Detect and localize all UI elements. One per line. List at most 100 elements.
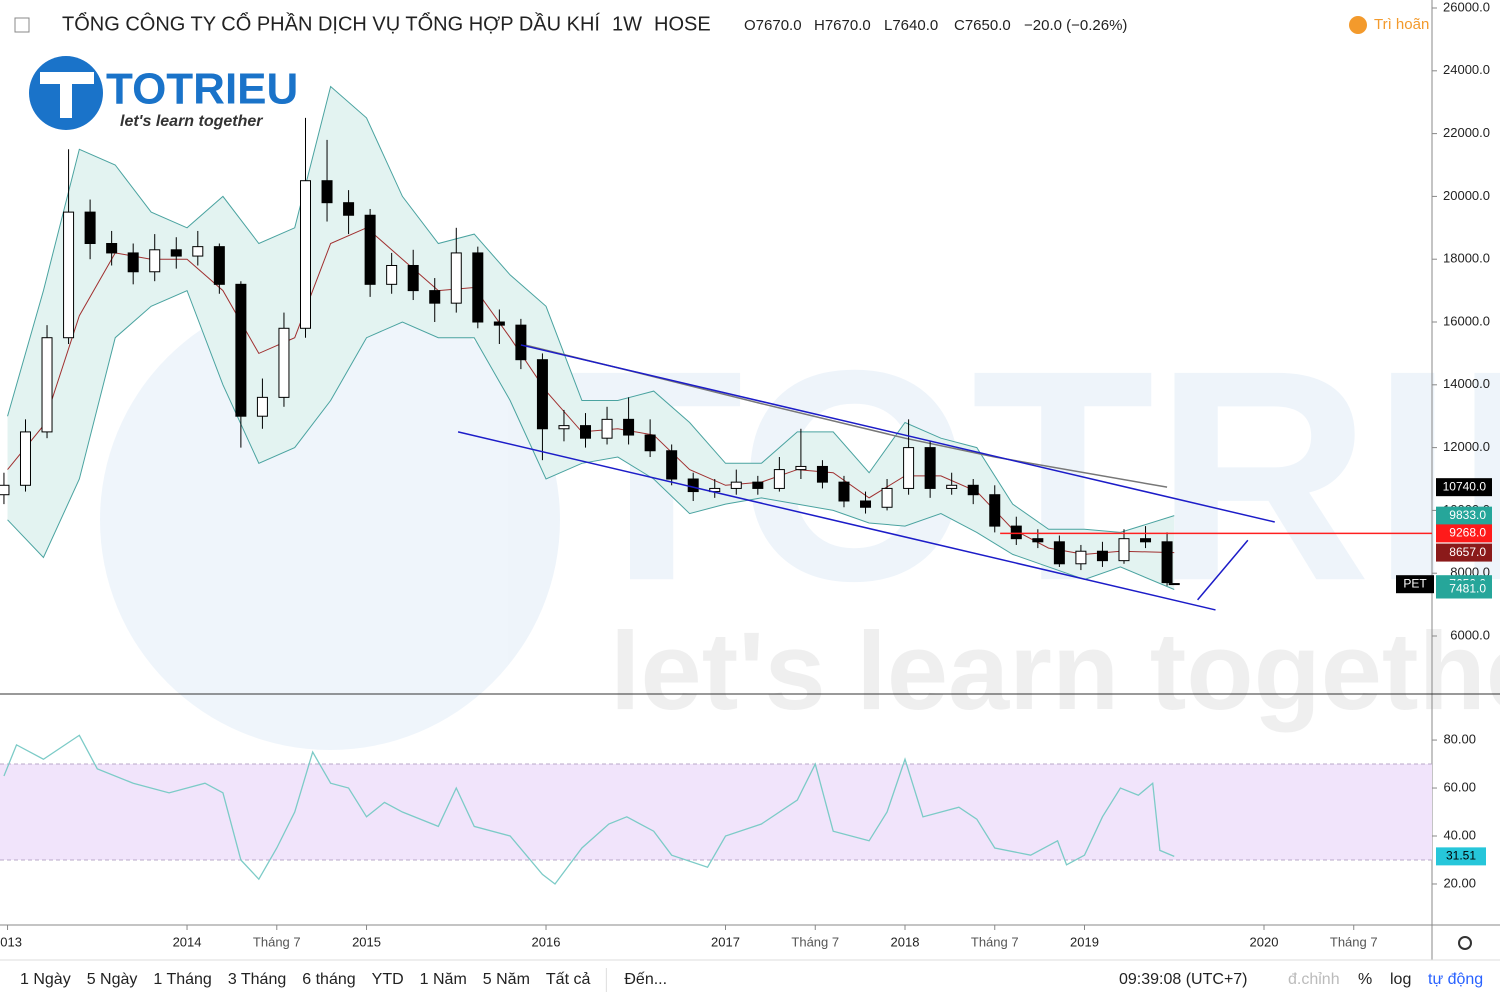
candle-body xyxy=(63,211,75,339)
settings-icon[interactable] xyxy=(1458,936,1472,950)
scale-option[interactable]: % xyxy=(1358,971,1372,988)
status[interactable]: Trì hoãn xyxy=(1374,16,1429,33)
candle-body xyxy=(213,246,225,285)
expand-icon[interactable] xyxy=(14,17,30,33)
goto-button[interactable]: Đến... xyxy=(624,971,667,988)
price-label: 8657.0 xyxy=(1449,545,1486,559)
candle-body xyxy=(1140,538,1152,543)
candle-body xyxy=(386,264,398,285)
status-icon xyxy=(1349,16,1367,34)
scale-option[interactable]: log xyxy=(1390,971,1411,988)
range-button[interactable]: 3 Tháng xyxy=(228,971,286,988)
y-tick-label: 24000.0 xyxy=(1443,62,1490,77)
candle-body xyxy=(472,252,484,323)
rsi-tick-label: 60.00 xyxy=(1443,779,1476,794)
x-tick-label: 2020 xyxy=(1250,934,1279,949)
x-tick-label: Tháng 7 xyxy=(791,934,839,949)
logo-tagline: let's learn together xyxy=(120,113,263,130)
rsi-line xyxy=(3,734,1175,885)
range-button[interactable]: Tất cả xyxy=(546,971,591,988)
range-button[interactable]: 5 Năm xyxy=(483,971,530,988)
ohlc-label: O7670.0 xyxy=(744,17,802,34)
symbol: PET xyxy=(1403,576,1427,590)
interval[interactable]: 1W xyxy=(612,13,642,35)
price-label-box xyxy=(1436,506,1492,525)
range-button[interactable]: 1 Tháng xyxy=(153,971,211,988)
candle-body xyxy=(256,396,268,417)
candle-body xyxy=(666,450,678,480)
rsi-pane xyxy=(0,734,1432,885)
candle-body xyxy=(321,180,333,204)
candle-body xyxy=(0,484,10,496)
candle-body xyxy=(1168,583,1180,586)
x-tick-label: 2015 xyxy=(352,934,381,949)
ohlc-value: 7650.0 xyxy=(965,17,1011,34)
bollinger-upper xyxy=(7,85,1175,533)
scale-option[interactable]: đ.chỉnh xyxy=(1288,971,1340,988)
candle-body xyxy=(536,359,548,430)
candle-body xyxy=(1032,538,1044,543)
price-label: 7481.0 xyxy=(1449,582,1486,596)
range-button[interactable]: 5 Ngày xyxy=(87,971,138,988)
price-label: 10740.0 xyxy=(1443,479,1487,493)
candle-body xyxy=(580,425,592,439)
candle-body xyxy=(1075,550,1087,565)
candle-body xyxy=(106,243,118,254)
price-label: 9268.0 xyxy=(1449,526,1486,540)
ohlc-key: O xyxy=(744,17,756,34)
y-tick-label: 26000.0 xyxy=(1443,0,1490,14)
candle-body xyxy=(967,484,979,496)
bollinger-lower xyxy=(7,289,1175,590)
candle-body xyxy=(149,249,161,273)
candle-body xyxy=(795,465,807,471)
header: TỔNG CÔNG TY CỔ PHẦN DỊCH VỤ TỔNG HỢP DẦ… xyxy=(14,11,1429,35)
range-button[interactable]: 6 tháng xyxy=(302,971,355,988)
ohlc-key: H xyxy=(814,17,825,34)
time-axis: 2013 2014 Tháng 7 2015 2016 2017 Tháng 7 2018 Th… xyxy=(0,925,1378,949)
candle-body xyxy=(687,478,699,493)
toolbar: 09:39:08 (UTC+7) 1 Ngày 5 Ngày 1 Tháng 3 Th… xyxy=(20,968,1483,992)
candle-body xyxy=(623,418,635,436)
rsi-tick-label: 40.00 xyxy=(1443,827,1476,842)
candle-body xyxy=(41,337,53,433)
y-tick-label: 18000.0 xyxy=(1443,251,1490,266)
price-label-box xyxy=(1436,580,1492,599)
candle-body xyxy=(1053,541,1065,565)
candle-body xyxy=(515,324,527,361)
candle-body xyxy=(773,469,785,489)
ohlc-key: L xyxy=(884,17,892,34)
title: TỔNG CÔNG TY CỔ PHẦN DỊCH VỤ TỔNG HỢP DẦ… xyxy=(62,11,600,35)
candle-body xyxy=(924,447,936,489)
range-button[interactable]: 1 Năm xyxy=(420,971,467,988)
x-tick-label: 2018 xyxy=(891,934,920,949)
x-tick-label: 2019 xyxy=(1070,934,1099,949)
ohlc-label: H7670.0 xyxy=(814,17,871,34)
exchange[interactable]: HOSE xyxy=(654,13,711,35)
candle-body xyxy=(816,465,828,483)
bollinger-fill xyxy=(7,86,1175,590)
rsi-tick-label: 80.00 xyxy=(1443,731,1476,746)
y-tick-label: 12000.0 xyxy=(1443,439,1490,454)
candle-body xyxy=(881,487,893,508)
y-tick-label: 14000.0 xyxy=(1443,376,1490,391)
trend-line xyxy=(1197,539,1249,601)
y-tick-label: 20000.0 xyxy=(1443,188,1490,203)
candle-body xyxy=(1161,541,1173,584)
ohlc-label: C7650.0 xyxy=(954,17,1011,34)
change: −20.0 (−0.26%) xyxy=(1024,17,1127,34)
y-tick-label: 6000.0 xyxy=(1450,627,1490,642)
candle-body xyxy=(730,481,742,489)
rsi-last-label: 31.51 xyxy=(1446,849,1476,863)
trend-line xyxy=(457,431,1216,611)
candle-body xyxy=(1118,538,1130,562)
candle-body xyxy=(429,290,441,304)
candle-body xyxy=(860,500,872,508)
range-button[interactable]: YTD xyxy=(372,971,404,988)
x-tick-label: Tháng 7 xyxy=(253,934,301,949)
scale-option[interactable]: tự động xyxy=(1428,971,1483,988)
candle-body xyxy=(644,434,656,452)
candle-body xyxy=(235,283,247,417)
range-button[interactable]: 1 Ngày xyxy=(20,971,71,988)
